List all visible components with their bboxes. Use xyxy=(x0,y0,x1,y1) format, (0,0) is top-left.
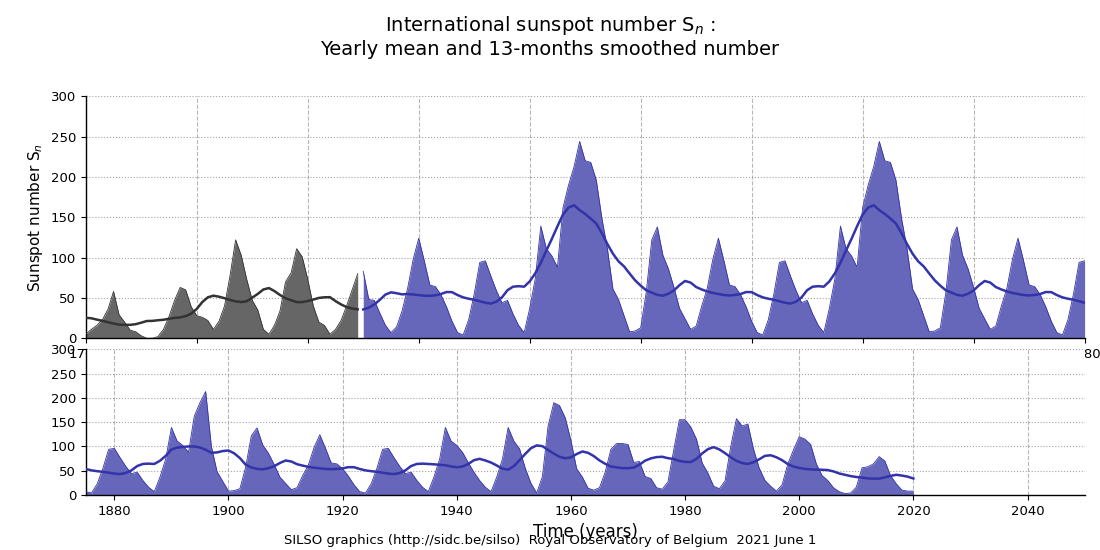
Text: International sunspot number S$_n$ :
Yearly mean and 13-months smoothed number: International sunspot number S$_n$ : Yea… xyxy=(320,14,780,59)
Text: SILSO graphics (http://sidc.be/silso)  Royal Observatory of Belgium  2021 June 1: SILSO graphics (http://sidc.be/silso) Ro… xyxy=(284,534,816,547)
X-axis label: Time (years): Time (years) xyxy=(532,523,638,541)
Y-axis label: Sunspot number S$_n$: Sunspot number S$_n$ xyxy=(26,143,45,292)
